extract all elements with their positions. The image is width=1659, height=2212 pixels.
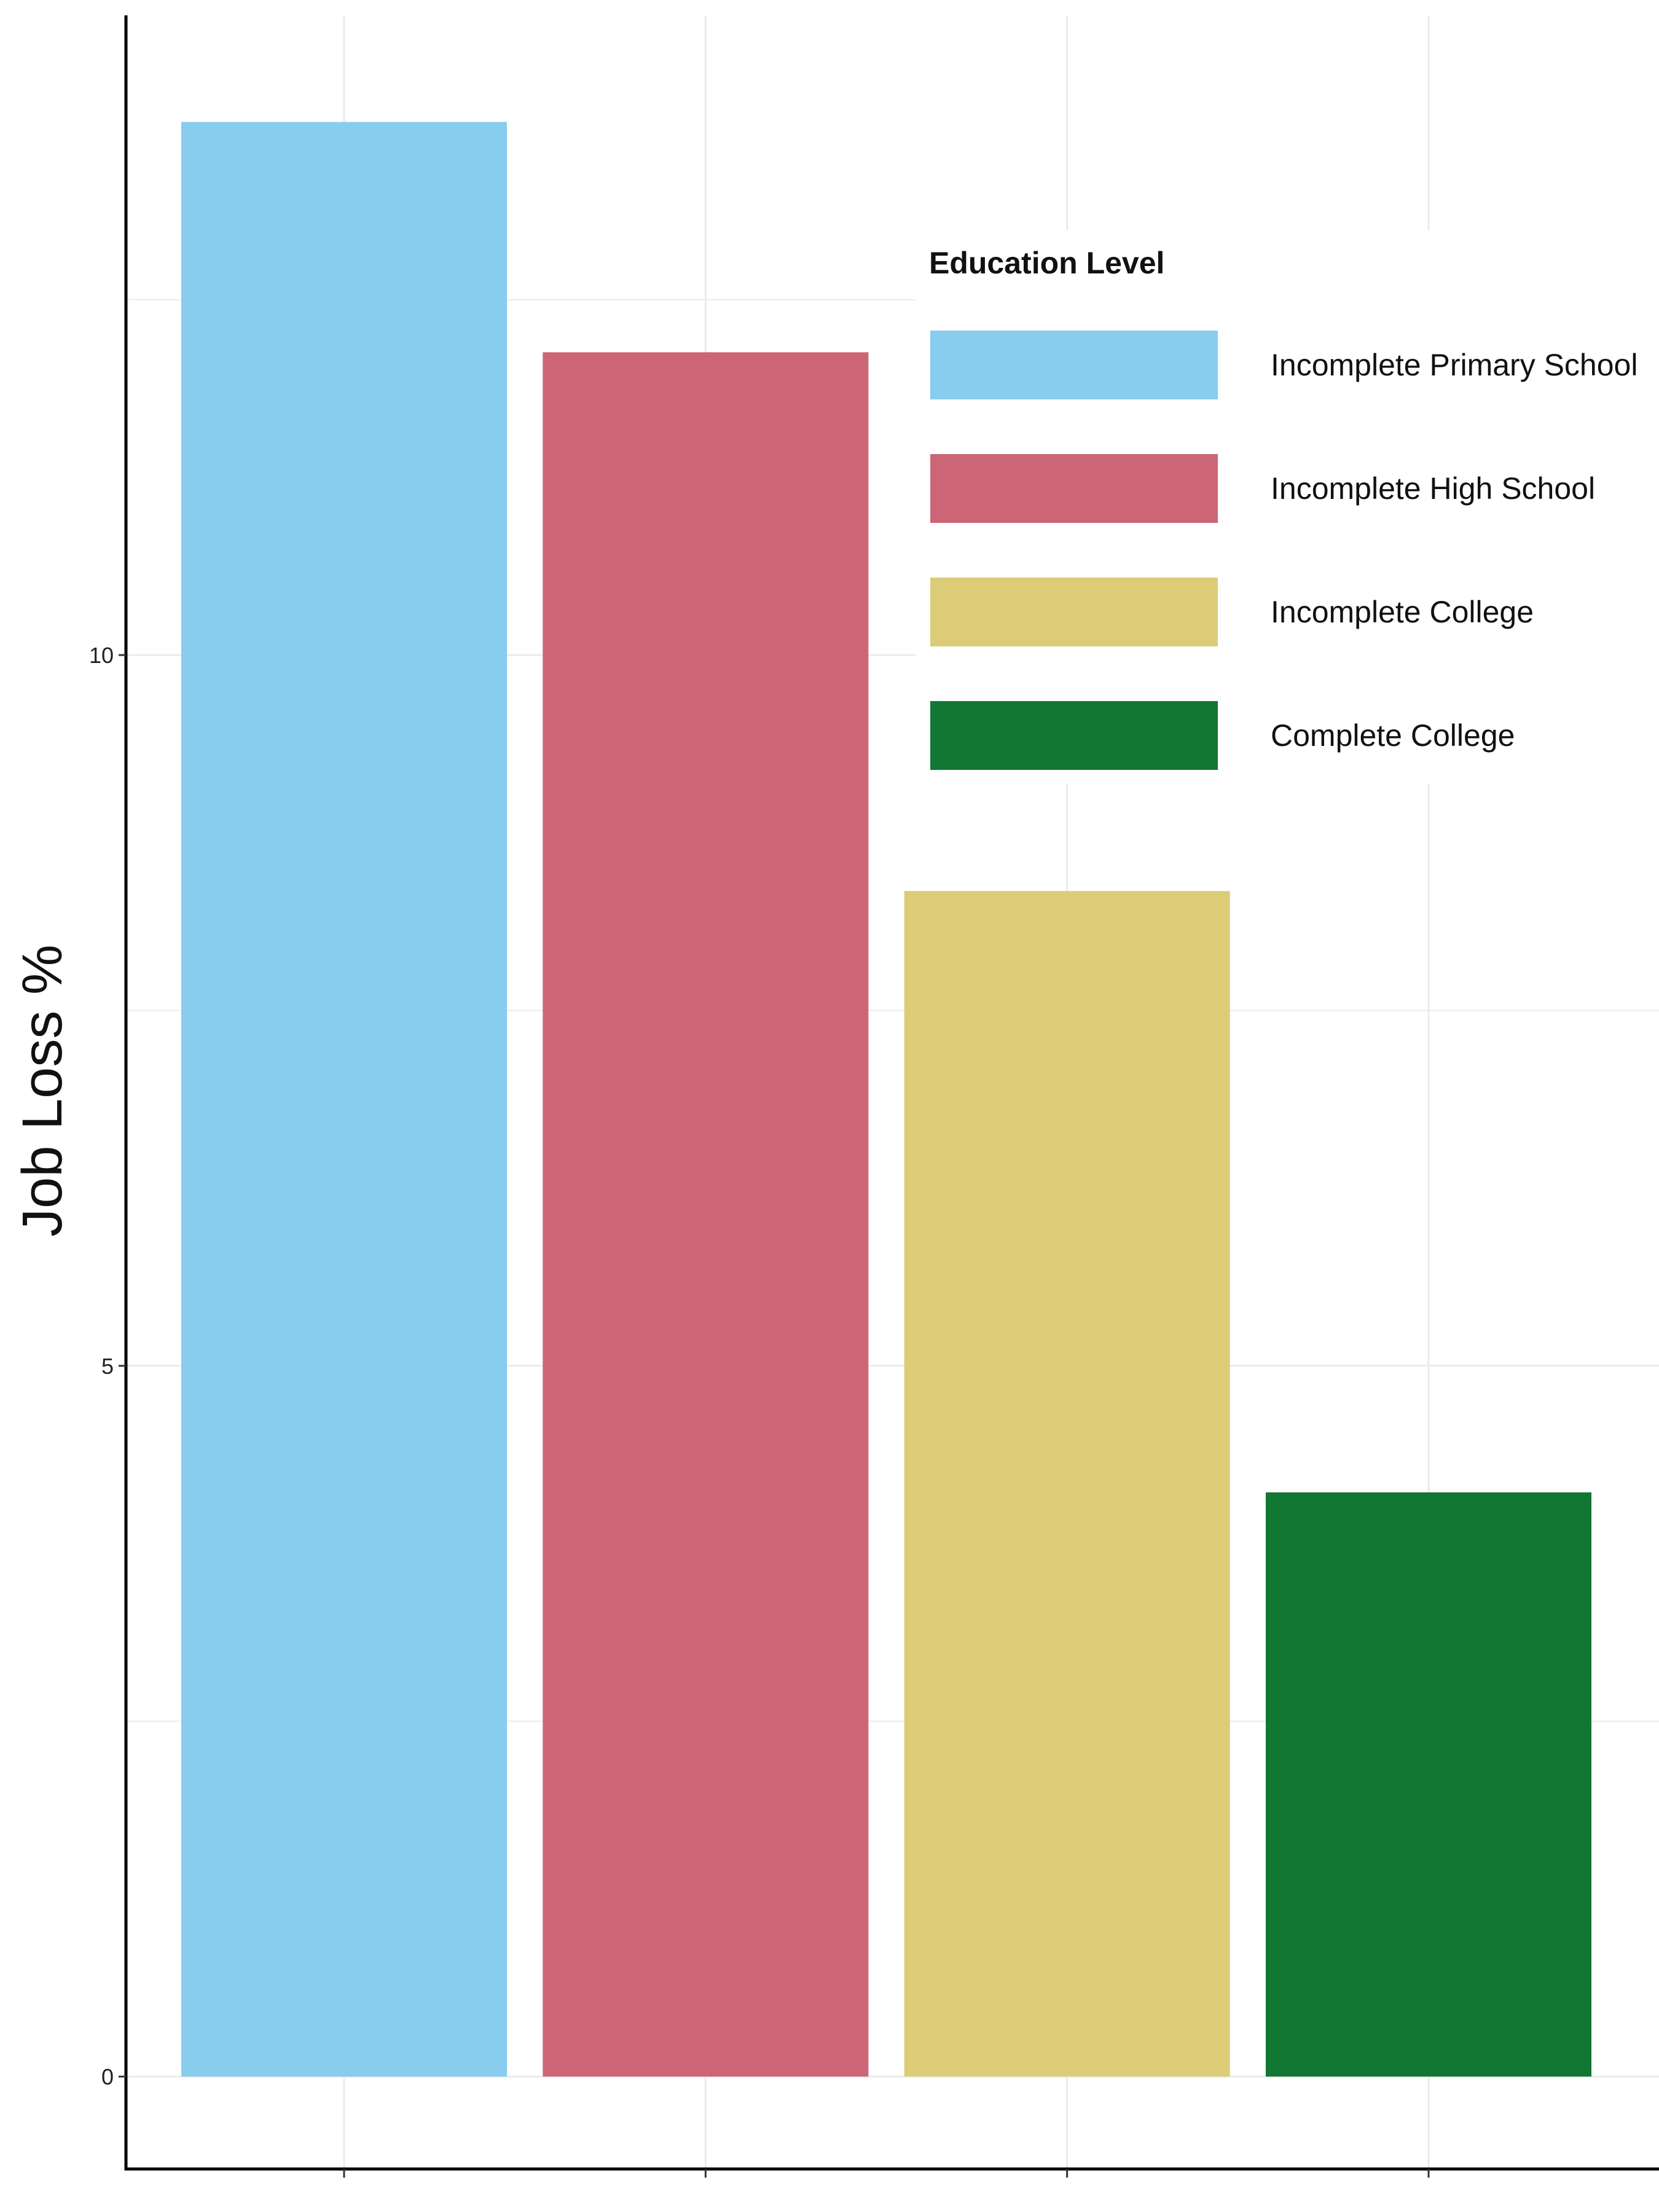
bar xyxy=(1266,1492,1591,2077)
bars xyxy=(181,122,1591,2077)
axes: 0 5 10 xyxy=(89,643,1430,2178)
legend-title: Education Level xyxy=(929,246,1164,280)
y-tick-label: 10 xyxy=(89,643,114,668)
legend-label: Incomplete Primary School xyxy=(1271,348,1637,382)
legend-key xyxy=(930,578,1218,646)
y-tick-label: 5 xyxy=(101,1354,114,1379)
legend: Education Level Incomplete Primary Schoo… xyxy=(916,230,1659,783)
y-axis-label: Job Loss % xyxy=(11,944,74,1237)
y-tick-label: 0 xyxy=(101,2065,114,2090)
legend-label: Incomplete High School xyxy=(1271,471,1595,506)
bar xyxy=(181,122,507,2077)
legend-label: Incomplete College xyxy=(1271,595,1534,629)
bar xyxy=(543,352,869,2077)
legend-key xyxy=(930,454,1218,523)
legend-label: Complete College xyxy=(1271,718,1515,753)
bar xyxy=(904,891,1230,2077)
legend-key xyxy=(930,701,1218,770)
legend-key xyxy=(930,331,1218,399)
